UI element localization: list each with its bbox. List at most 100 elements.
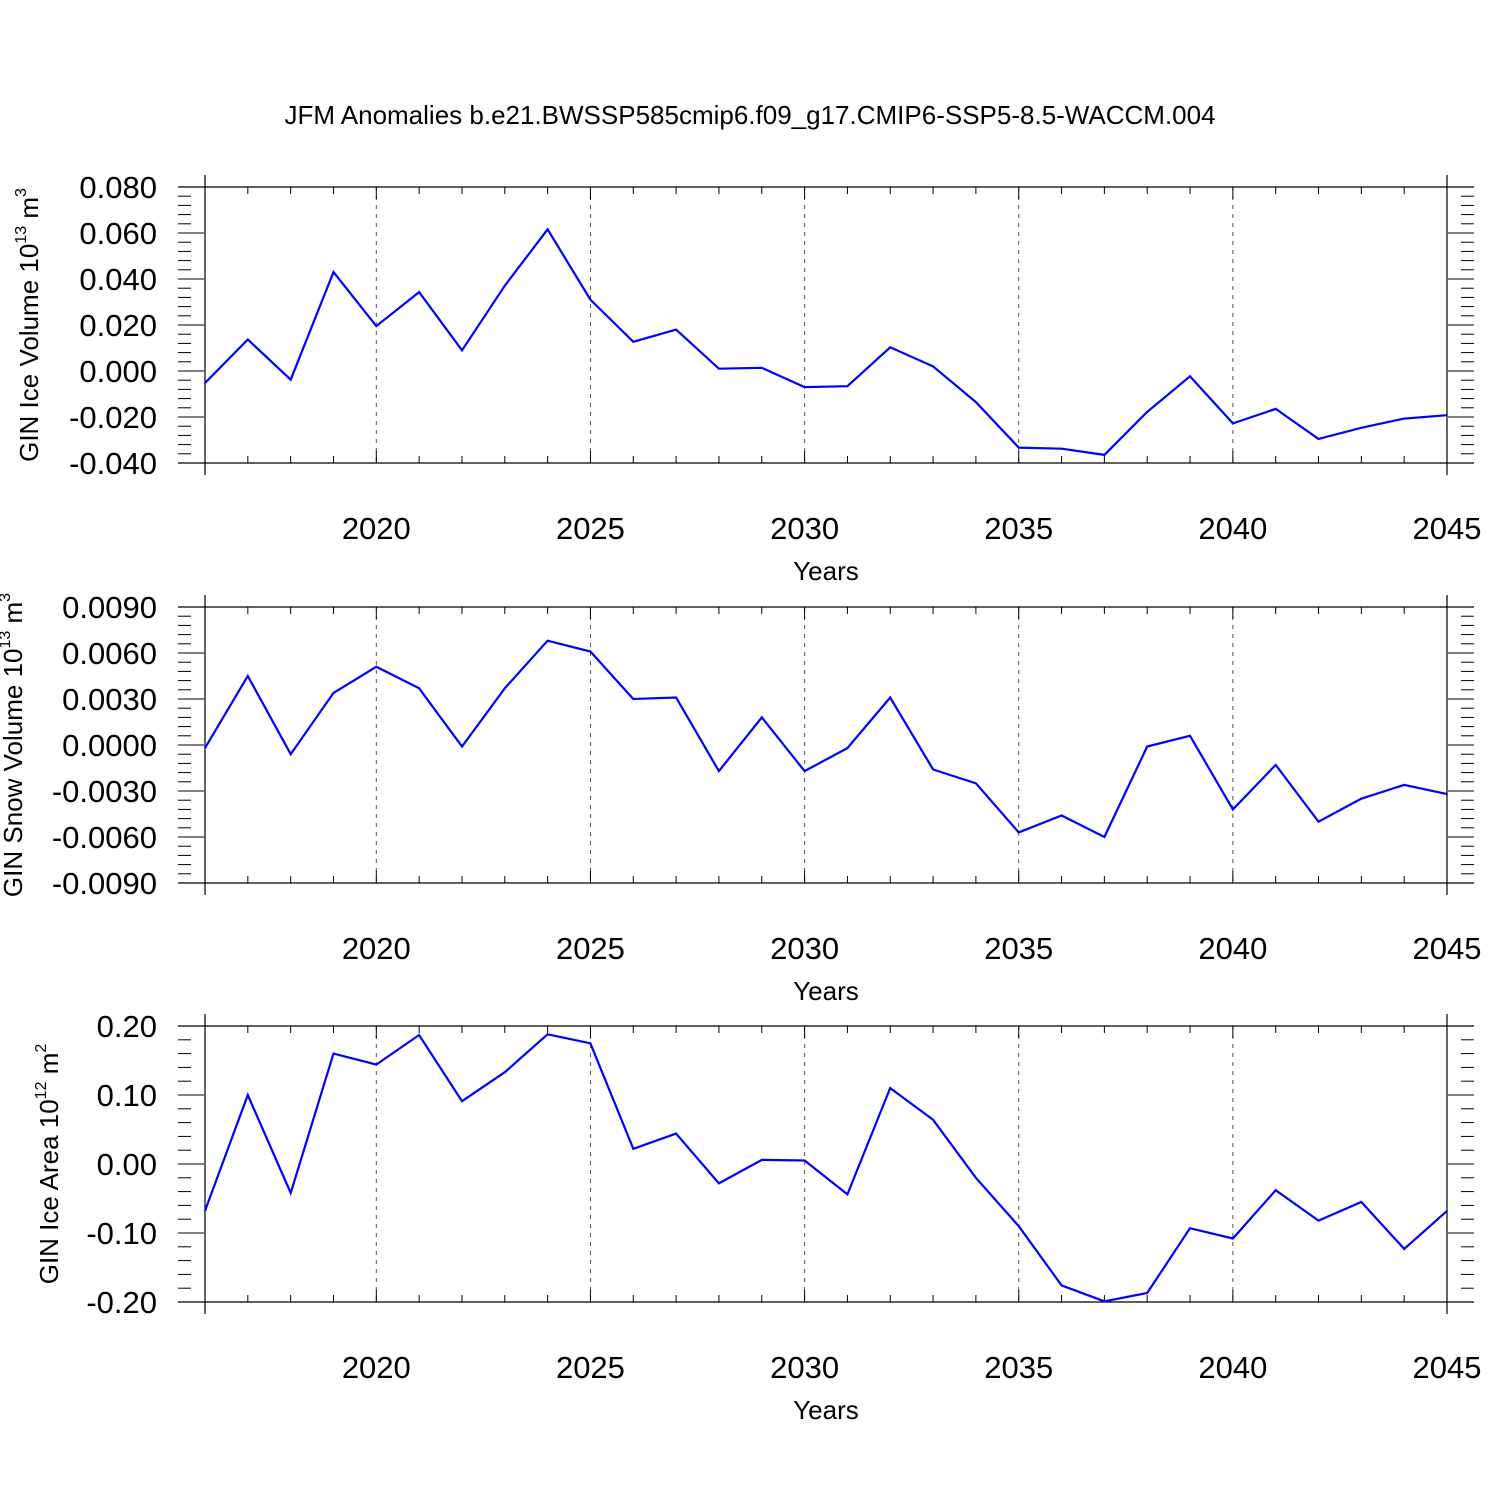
data-point [1189, 735, 1191, 737]
y-axis-label: GIN Ice Area 1012 m2 [33, 1044, 64, 1285]
x-tick-label: 2045 [1413, 511, 1482, 546]
data-point [1189, 1227, 1191, 1229]
data-point [204, 1210, 206, 1212]
data-point [932, 768, 934, 771]
y-axis-label: GIN Snow Volume 1013 m3 [0, 593, 28, 897]
data-point [461, 1100, 463, 1103]
data-point [760, 716, 763, 719]
data-point [1232, 1237, 1234, 1240]
data-point [975, 401, 977, 403]
data-point [589, 1042, 592, 1045]
data-point [1446, 414, 1448, 416]
x-tick-label: 2035 [984, 511, 1053, 546]
data-point [1017, 446, 1020, 449]
y-tick-label: 0.00 [97, 1147, 157, 1182]
data-point [289, 753, 292, 755]
data-point [1274, 1189, 1277, 1192]
panels: -0.040 -0.020 0.000 0.020 0.040 0.060 0.080 202… [0, 170, 1481, 1425]
series-line [203, 1033, 1448, 1303]
y-axis-label: GIN Ice Volume 1013 m3 [13, 188, 44, 462]
data-point [247, 1094, 249, 1096]
data-point [589, 298, 592, 301]
data-point [889, 1087, 892, 1089]
data-point [718, 770, 720, 772]
data-point [675, 1132, 677, 1135]
y-tick-label: -0.040 [69, 446, 157, 481]
x-axis-label: Years [793, 556, 859, 586]
x-tick-label: 2040 [1198, 511, 1267, 546]
data-point [1232, 422, 1234, 425]
data-point [1360, 427, 1363, 429]
data-point [503, 1071, 506, 1074]
data-point [846, 1193, 849, 1196]
data-point [889, 346, 892, 349]
data-point [1103, 454, 1106, 456]
data-point [418, 1034, 420, 1036]
data-point [1060, 1284, 1063, 1287]
x-tick-label: 2030 [770, 511, 839, 546]
y-tick-label: 0.040 [79, 262, 157, 297]
x-axis-label: Years [793, 1395, 859, 1425]
y-tick-label: -0.0030 [52, 774, 157, 809]
data-point [546, 1033, 549, 1036]
data-point [718, 1182, 720, 1185]
data-point [760, 366, 763, 369]
data-point [632, 340, 635, 343]
data-point [1317, 438, 1320, 440]
x-tick-label: 2030 [770, 1350, 839, 1385]
data-point [1189, 375, 1191, 378]
data-point [803, 1159, 806, 1162]
x-tick-label: 2020 [342, 931, 411, 966]
data-point [1403, 784, 1405, 786]
x-tick-label: 2025 [556, 931, 625, 966]
data-point [1060, 814, 1063, 817]
x-tick-label: 2045 [1413, 1350, 1482, 1385]
x-tick-label: 2030 [770, 931, 839, 966]
y-tick-label: 0.10 [97, 1078, 157, 1113]
data-point [375, 325, 378, 327]
y-tick-label: -0.020 [69, 400, 157, 435]
data-point [289, 378, 292, 381]
data-point [247, 675, 249, 677]
y-tick-label: 0.0090 [62, 590, 157, 625]
x-tick-label: 2035 [984, 1350, 1053, 1385]
data-point [803, 770, 806, 772]
x-tick-label: 2025 [556, 511, 625, 546]
data-point [1317, 820, 1320, 823]
data-point [1017, 1225, 1020, 1227]
x-tick-label: 2035 [984, 931, 1053, 966]
data-point [204, 382, 206, 384]
x-tick-label: 2040 [1198, 1350, 1267, 1385]
data-point [803, 386, 806, 388]
data-point [247, 338, 249, 341]
data-point [1403, 1248, 1405, 1250]
data-point [375, 1063, 378, 1066]
data-point [975, 782, 977, 785]
data-point [503, 284, 506, 287]
data-point [503, 687, 506, 690]
data-point [1317, 1219, 1320, 1222]
data-point [1446, 1210, 1448, 1212]
data-point [1360, 797, 1363, 800]
panel-2: -0.0090 -0.0060 -0.0030 0.0000 0.0030 0.0060 0… [0, 590, 1481, 1006]
y-tick-label: -0.20 [86, 1285, 157, 1320]
x-axis-label: Years [793, 976, 859, 1006]
series-line [204, 639, 1448, 839]
data-point [1232, 808, 1234, 811]
data-point [1403, 417, 1405, 420]
panel-1: -0.040 -0.020 0.000 0.020 0.040 0.060 0.080 202… [13, 170, 1481, 586]
x-tick-label: 2040 [1198, 931, 1267, 966]
data-point [1360, 1201, 1363, 1203]
data-point [461, 745, 463, 748]
x-tick-label: 2020 [342, 1350, 411, 1385]
y-tick-label: 0.060 [79, 216, 157, 251]
y-tick-label: 0.0000 [62, 728, 157, 763]
data-point [932, 1119, 934, 1121]
data-point [1103, 836, 1106, 838]
data-point [1103, 1300, 1106, 1303]
y-tick-label: 0.000 [79, 354, 157, 389]
y-tick-label: 0.0030 [62, 682, 157, 717]
data-point [1146, 411, 1149, 413]
x-tick-label: 2045 [1413, 931, 1482, 966]
data-point [760, 1159, 763, 1161]
